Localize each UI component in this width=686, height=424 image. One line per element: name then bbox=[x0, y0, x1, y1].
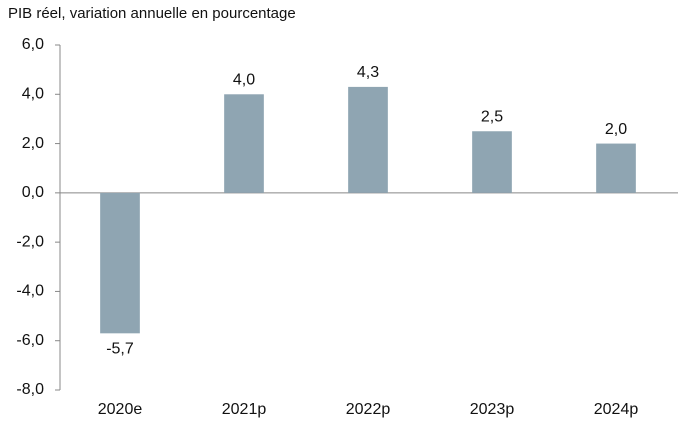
y-tick-label: -4,0 bbox=[16, 283, 44, 300]
bar bbox=[100, 192, 140, 334]
bar bbox=[472, 131, 512, 193]
data-label: 4,3 bbox=[357, 64, 379, 81]
x-tick-label: 2021p bbox=[222, 401, 267, 418]
y-tick-label: -8,0 bbox=[16, 381, 44, 398]
bar bbox=[224, 94, 264, 193]
y-tick-label: 4,0 bbox=[22, 86, 44, 103]
data-label: 4,0 bbox=[233, 72, 255, 89]
data-label: 2,5 bbox=[481, 108, 503, 125]
x-tick-label: 2023p bbox=[470, 401, 515, 418]
y-tick-label: -6,0 bbox=[16, 332, 44, 349]
y-tick-label: 0,0 bbox=[22, 184, 44, 201]
bar bbox=[596, 143, 636, 193]
y-tick-label: -2,0 bbox=[16, 233, 44, 250]
x-tick-label: 2024p bbox=[594, 401, 639, 418]
y-tick-label: 2,0 bbox=[22, 135, 44, 152]
chart-title: PIB réel, variation annuelle en pourcent… bbox=[8, 5, 296, 22]
data-label: -5,7 bbox=[106, 341, 134, 358]
bar bbox=[348, 86, 388, 193]
x-tick-label: 2022p bbox=[346, 401, 391, 418]
data-label: 2,0 bbox=[605, 121, 627, 138]
x-tick-label: 2020e bbox=[98, 401, 143, 418]
y-tick-label: 6,0 bbox=[22, 36, 44, 53]
